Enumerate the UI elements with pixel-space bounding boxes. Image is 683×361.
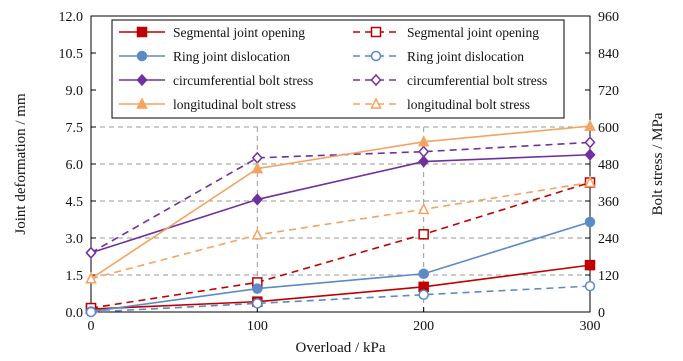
y-right-tick-label: 840	[598, 47, 619, 62]
data-point	[251, 228, 264, 240]
legend-box	[111, 19, 565, 119]
y-right-tick-label: 480	[598, 158, 619, 173]
series-line	[90, 181, 591, 309]
y-left-tick-label: 3.0	[66, 232, 84, 247]
legend-label: Segmental joint opening	[173, 25, 305, 40]
series-layer	[85, 119, 596, 318]
legend-marker	[370, 26, 382, 38]
data-point	[418, 268, 429, 280]
series-line	[90, 125, 591, 280]
legend-label: Segmental joint opening	[407, 25, 539, 40]
data-point	[418, 145, 430, 158]
legend-entry: Ring joint dislocation	[119, 49, 290, 64]
series-7	[85, 175, 596, 284]
series-3	[85, 280, 596, 318]
x-tick-label: 100	[247, 319, 268, 334]
series-line	[90, 153, 591, 254]
legend-entry: longitudinal bolt stress	[353, 97, 530, 112]
data-point	[584, 119, 596, 131]
legend: Segmental joint opening Segmental joint o…	[111, 19, 565, 119]
legend-marker	[136, 26, 148, 38]
legend-marker	[370, 97, 382, 109]
data-point	[417, 202, 430, 215]
y-axis-left-label: Joint deformation / mm	[13, 93, 29, 235]
series-line	[90, 181, 591, 280]
x-tick-label: 200	[413, 319, 434, 334]
data-point	[252, 283, 263, 294]
series-2	[85, 216, 596, 317]
legend-marker	[136, 97, 148, 109]
data-point	[252, 298, 263, 309]
y-right-tick-label: 0	[598, 306, 605, 321]
y-right-tick-label: 960	[598, 10, 619, 25]
legend-marker	[370, 50, 382, 62]
data-point	[251, 151, 263, 164]
data-point	[418, 155, 430, 168]
x-tick-label: 300	[580, 319, 601, 334]
legend-entry: Segmental joint opening	[353, 25, 539, 40]
legend-label: Ring joint dislocation	[407, 49, 524, 64]
legend-label: circumferential bolt stress	[407, 73, 547, 88]
y-left-tick-label: 6.0	[66, 158, 84, 173]
legend-entry: circumferential bolt stress	[119, 73, 313, 88]
series-line	[90, 264, 591, 310]
data-point	[584, 259, 596, 271]
legend-marker	[370, 73, 382, 87]
data-point	[85, 246, 97, 259]
y-left-tick-label: 7.5	[66, 121, 84, 136]
y-right-tick-label: 720	[598, 84, 619, 99]
data-point	[418, 289, 429, 300]
y-axis-right-label: Bolt stress / MPa	[650, 112, 666, 215]
data-point	[584, 148, 596, 161]
series-0	[85, 259, 596, 315]
legend-entry: longitudinal bolt stress	[119, 97, 296, 112]
data-point	[251, 193, 263, 206]
legend-label: longitudinal bolt stress	[407, 97, 530, 112]
y-left-tick-label: 4.5	[66, 195, 84, 210]
y-left-tick-label: 9.0	[66, 84, 84, 99]
legend-entry: Segmental joint opening	[119, 25, 305, 40]
legend-label: longitudinal bolt stress	[173, 97, 296, 112]
data-point	[85, 306, 97, 318]
legend-label: Ring joint dislocation	[173, 49, 290, 64]
data-point	[584, 175, 596, 188]
legend-entry: circumferential bolt stress	[353, 73, 547, 88]
data-point	[417, 135, 430, 147]
series-line	[90, 221, 591, 313]
legend-entry: Ring joint dislocation	[353, 49, 524, 64]
data-point	[418, 229, 429, 240]
y-left-tick-label: 10.5	[59, 47, 84, 62]
data-point	[584, 280, 596, 292]
legend-marker	[136, 50, 148, 62]
legend-marker	[136, 73, 148, 87]
data-point	[584, 216, 596, 228]
series-line	[90, 285, 591, 313]
y-right-tick-label: 360	[598, 195, 619, 210]
legend-label: circumferential bolt stress	[173, 73, 313, 88]
data-point	[85, 272, 97, 284]
series-4	[85, 148, 596, 259]
series-line	[90, 141, 591, 254]
y-left-tick-label: 1.5	[66, 269, 84, 284]
series-1	[85, 177, 596, 314]
x-tick-label: 0	[88, 319, 95, 334]
y-right-tick-label: 600	[598, 121, 619, 136]
data-point	[251, 161, 264, 174]
axis-ticks: 0.0 1.5 3.0 4.5 6.0 7.5 9.0 10.5 12.0 0 120 240 360 4…	[59, 10, 620, 334]
x-axis-label: Overload / kPa	[296, 340, 386, 356]
y-right-tick-label: 240	[598, 232, 619, 247]
y-left-tick-label: 0.0	[66, 306, 84, 321]
data-point	[584, 136, 596, 149]
y-left-tick-label: 12.0	[59, 10, 84, 25]
y-right-tick-label: 120	[598, 269, 619, 284]
